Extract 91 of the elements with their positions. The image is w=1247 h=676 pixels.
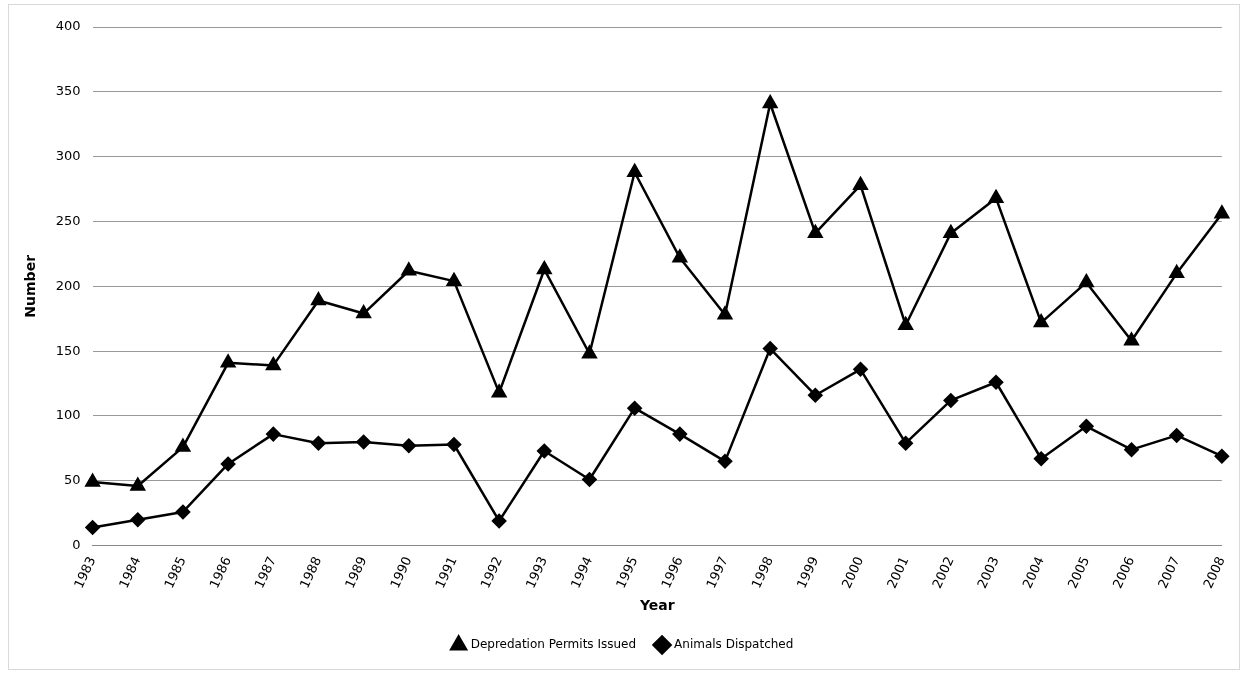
point bbox=[311, 292, 326, 306]
point bbox=[220, 456, 236, 472]
point bbox=[85, 473, 100, 487]
point bbox=[1124, 442, 1139, 457]
x-tick-label: 1996 bbox=[658, 554, 686, 591]
x-tick-label: 2008 bbox=[1200, 554, 1228, 591]
point bbox=[1033, 314, 1049, 328]
x-tick-label: 1999 bbox=[793, 554, 822, 591]
x-tick-label: 1985 bbox=[161, 554, 189, 591]
point bbox=[1169, 428, 1184, 443]
point bbox=[446, 272, 462, 286]
x-tick-label: 2004 bbox=[1019, 554, 1047, 591]
point bbox=[1079, 274, 1094, 288]
x-tick-label: 1997 bbox=[703, 554, 731, 591]
point bbox=[175, 504, 191, 520]
point bbox=[1214, 205, 1230, 219]
point bbox=[220, 354, 236, 368]
point bbox=[537, 443, 552, 459]
y-axis-title: Number bbox=[22, 254, 39, 318]
x-tick-label: 2000 bbox=[838, 554, 867, 591]
point bbox=[898, 316, 913, 330]
x-tick-label: 1994 bbox=[567, 554, 596, 591]
point bbox=[130, 512, 146, 527]
x-tick-label: 1991 bbox=[432, 554, 460, 591]
legend-label: Animals Dispatched bbox=[674, 637, 794, 652]
point bbox=[717, 454, 733, 469]
point bbox=[808, 224, 823, 238]
point bbox=[1169, 265, 1184, 279]
x-tick-label: 1989 bbox=[341, 554, 370, 591]
point bbox=[627, 163, 642, 177]
x-tick-label: 1992 bbox=[477, 554, 505, 591]
x-tick-label: 2007 bbox=[1154, 554, 1183, 591]
point bbox=[175, 438, 191, 452]
point bbox=[356, 434, 371, 450]
x-tick-label: 1988 bbox=[296, 554, 325, 591]
point bbox=[853, 362, 868, 377]
point bbox=[266, 426, 281, 442]
x-tick-label: 2005 bbox=[1064, 554, 1093, 591]
point bbox=[1214, 448, 1230, 464]
y-tick-label: 300 bbox=[55, 148, 81, 164]
point bbox=[130, 477, 146, 491]
x-tick-label: 1993 bbox=[522, 554, 551, 591]
point bbox=[988, 375, 1004, 390]
y-tick-label: 50 bbox=[64, 472, 81, 488]
y-tick-label: 250 bbox=[55, 212, 81, 228]
point bbox=[943, 224, 959, 238]
point bbox=[446, 437, 462, 452]
x-tick-label: 1986 bbox=[206, 554, 234, 591]
point bbox=[672, 249, 688, 263]
x-tick-label: 1987 bbox=[251, 554, 280, 591]
point bbox=[627, 400, 642, 416]
point bbox=[401, 262, 417, 276]
point bbox=[672, 426, 688, 442]
y-tick-label: 350 bbox=[55, 83, 81, 99]
point bbox=[491, 384, 507, 398]
point bbox=[537, 261, 552, 275]
point bbox=[853, 176, 868, 190]
y-tick-label: 150 bbox=[55, 342, 81, 358]
x-tick-label: 2002 bbox=[929, 554, 957, 591]
x-tick-label: 1983 bbox=[70, 554, 99, 591]
x-tick-label: 2003 bbox=[974, 554, 1002, 591]
y-tick-label: 400 bbox=[55, 18, 81, 34]
y-tick-label: 100 bbox=[55, 407, 81, 423]
x-tick-label: 2006 bbox=[1109, 554, 1138, 591]
point bbox=[491, 513, 507, 529]
x-tick-label: 2001 bbox=[883, 554, 912, 591]
point bbox=[356, 305, 371, 319]
point bbox=[717, 306, 733, 320]
point bbox=[1079, 419, 1094, 434]
point bbox=[85, 520, 100, 535]
x-axis-title: Year bbox=[638, 597, 675, 614]
x-tick-label: 1984 bbox=[115, 554, 144, 591]
point bbox=[311, 435, 326, 451]
point bbox=[582, 472, 597, 487]
point bbox=[943, 393, 959, 408]
y-tick-label: 200 bbox=[55, 277, 81, 293]
point bbox=[582, 345, 597, 359]
point bbox=[265, 357, 281, 371]
point bbox=[898, 435, 913, 451]
point bbox=[762, 95, 778, 109]
x-tick-label: 1990 bbox=[387, 554, 415, 591]
point bbox=[1124, 332, 1139, 346]
point bbox=[401, 438, 417, 454]
point bbox=[1033, 451, 1049, 466]
x-tick-label: 1998 bbox=[748, 554, 776, 591]
point bbox=[762, 341, 778, 356]
x-tick-label: 1995 bbox=[612, 554, 641, 591]
y-tick-label: 0 bbox=[72, 537, 81, 552]
legend-label: Depredation Permits Issued bbox=[470, 637, 637, 652]
point bbox=[988, 189, 1004, 203]
point bbox=[808, 387, 823, 403]
